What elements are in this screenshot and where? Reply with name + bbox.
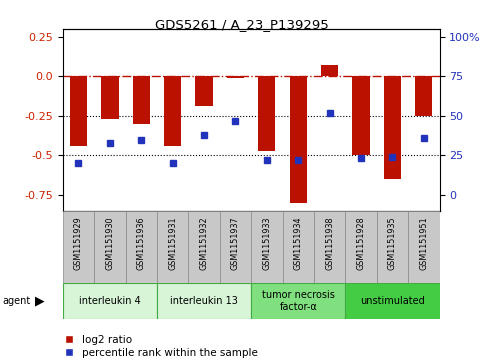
Bar	[157, 283, 251, 319]
Bar	[384, 76, 401, 179]
Bar	[63, 283, 157, 319]
Bar	[188, 211, 220, 283]
Bar	[321, 65, 338, 76]
Bar	[63, 211, 94, 283]
Bar	[196, 76, 213, 106]
Text: GDS5261 / A_23_P139295: GDS5261 / A_23_P139295	[155, 18, 328, 31]
Text: GSM1151931: GSM1151931	[168, 216, 177, 270]
Text: GSM1151935: GSM1151935	[388, 216, 397, 270]
Text: GSM1151930: GSM1151930	[105, 216, 114, 270]
Bar	[353, 76, 369, 155]
Text: interleukin 13: interleukin 13	[170, 296, 238, 306]
Bar	[164, 76, 181, 146]
Bar	[314, 211, 345, 283]
Text: GSM1151938: GSM1151938	[325, 216, 334, 270]
Bar	[345, 283, 440, 319]
Text: interleukin 4: interleukin 4	[79, 296, 141, 306]
Bar	[415, 76, 432, 116]
Bar	[290, 76, 307, 203]
Text: GSM1151928: GSM1151928	[356, 216, 366, 270]
Bar	[258, 76, 275, 151]
Text: GSM1151937: GSM1151937	[231, 216, 240, 270]
Bar	[251, 283, 345, 319]
Bar	[345, 211, 377, 283]
Text: ▶: ▶	[35, 295, 44, 308]
Bar	[157, 211, 188, 283]
Text: GSM1151929: GSM1151929	[74, 216, 83, 270]
Text: GSM1151936: GSM1151936	[137, 216, 146, 270]
Legend: log2 ratio, percentile rank within the sample: log2 ratio, percentile rank within the s…	[58, 335, 258, 358]
Bar	[94, 211, 126, 283]
Bar	[101, 76, 118, 119]
Bar	[227, 76, 244, 78]
Text: unstimulated: unstimulated	[360, 296, 425, 306]
Bar	[251, 211, 283, 283]
Bar	[126, 211, 157, 283]
Bar	[408, 211, 440, 283]
Text: tumor necrosis
factor-α: tumor necrosis factor-α	[262, 290, 335, 312]
Bar	[220, 211, 251, 283]
Text: GSM1151933: GSM1151933	[262, 216, 271, 270]
Bar	[70, 76, 87, 146]
Text: GSM1151934: GSM1151934	[294, 216, 303, 270]
Bar	[133, 76, 150, 124]
Text: GSM1151951: GSM1151951	[419, 216, 428, 270]
Bar	[283, 211, 314, 283]
Text: GSM1151932: GSM1151932	[199, 216, 209, 270]
Text: agent: agent	[2, 296, 30, 306]
Bar	[377, 211, 408, 283]
